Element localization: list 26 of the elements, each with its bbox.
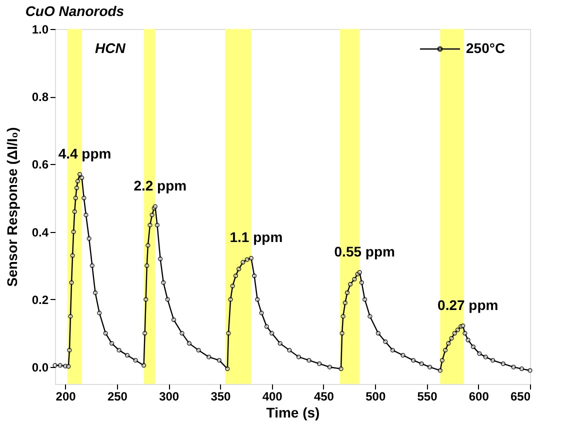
y-tick-label: 0.0 (32, 360, 49, 375)
x-tick-label: 200 (56, 390, 76, 404)
x-tick-label: 600 (468, 390, 490, 404)
annotation: 0.55 ppm (334, 243, 395, 260)
annotation: 2.2 ppm (134, 178, 187, 194)
chart-title: CuO Nanorods (25, 3, 124, 19)
x-tick-label: 550 (417, 390, 438, 404)
y-tick-label: 0.6 (32, 158, 49, 172)
y-axis-title: Sensor Response (ΔI/I₀) (4, 127, 20, 287)
annotation: 0.27 ppm (438, 296, 498, 313)
y-tick-label: 1.0 (32, 22, 49, 36)
legend-label: 250°C (466, 40, 506, 56)
annotation: 1.1 ppm (230, 229, 283, 246)
x-tick-label: 250 (107, 390, 128, 404)
y-tick-label: 0.8 (32, 90, 49, 104)
x-tick-label: 350 (210, 390, 232, 404)
x-tick-label: 500 (366, 390, 386, 404)
x-tick-label: 400 (262, 390, 283, 404)
x-tick-label: 450 (314, 390, 334, 404)
y-tick-label: 0.2 (32, 292, 49, 307)
annotation: HCN (95, 40, 126, 56)
y-tick-label: 0.4 (32, 225, 49, 240)
x-tick-label: 650 (510, 390, 531, 404)
x-axis-title: Time (s) (266, 404, 320, 420)
annotation: 4.4 ppm (58, 145, 112, 162)
x-tick-label: 300 (159, 390, 180, 404)
